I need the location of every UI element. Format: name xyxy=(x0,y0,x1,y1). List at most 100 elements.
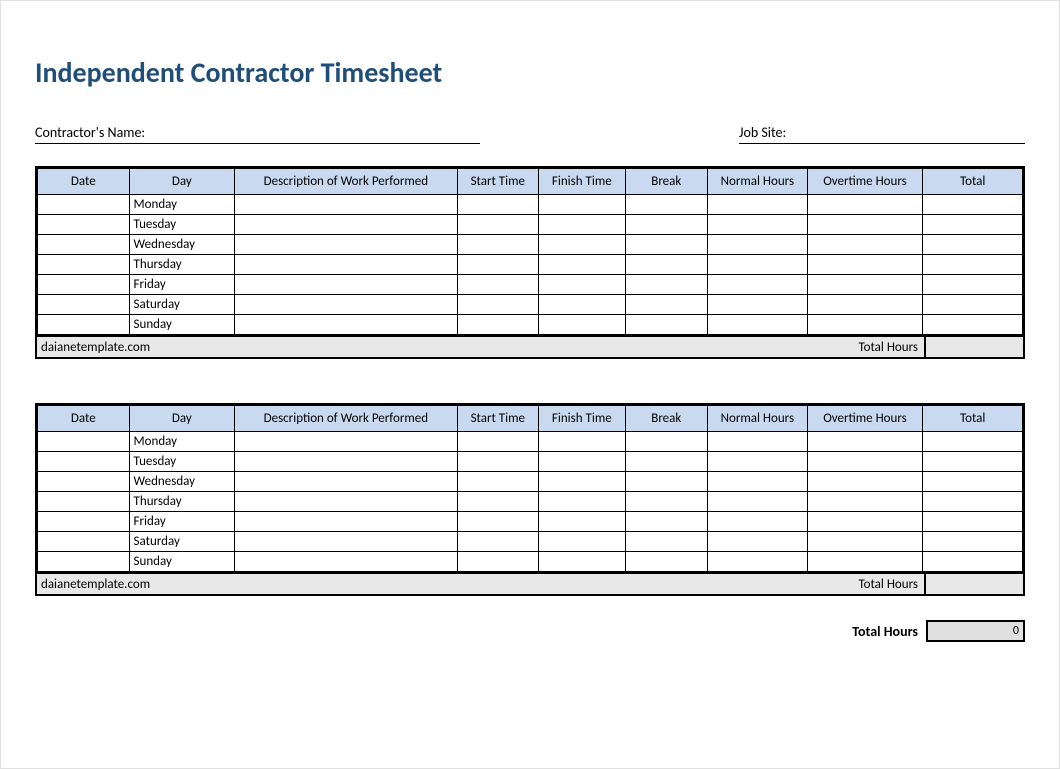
cell-total[interactable] xyxy=(923,512,1023,532)
cell-desc[interactable] xyxy=(235,195,457,215)
cell-finish[interactable] xyxy=(539,315,626,335)
cell-ot[interactable] xyxy=(807,432,923,452)
cell-break[interactable] xyxy=(625,315,708,335)
cell-start[interactable] xyxy=(457,235,538,255)
cell-normal[interactable] xyxy=(708,255,808,275)
cell-ot[interactable] xyxy=(807,315,923,335)
cell-ot[interactable] xyxy=(807,195,923,215)
cell-date[interactable] xyxy=(38,432,130,452)
cell-date[interactable] xyxy=(38,315,130,335)
cell-normal[interactable] xyxy=(708,532,808,552)
cell-ot[interactable] xyxy=(807,295,923,315)
cell-desc[interactable] xyxy=(235,492,457,512)
cell-desc[interactable] xyxy=(235,452,457,472)
cell-start[interactable] xyxy=(457,315,538,335)
cell-total[interactable] xyxy=(923,255,1023,275)
cell-date[interactable] xyxy=(38,472,130,492)
cell-finish[interactable] xyxy=(539,492,626,512)
cell-start[interactable] xyxy=(457,472,538,492)
cell-total[interactable] xyxy=(923,532,1023,552)
cell-total[interactable] xyxy=(923,295,1023,315)
cell-date[interactable] xyxy=(38,255,130,275)
cell-date[interactable] xyxy=(38,195,130,215)
cell-start[interactable] xyxy=(457,215,538,235)
cell-normal[interactable] xyxy=(708,295,808,315)
cell-break[interactable] xyxy=(625,452,708,472)
cell-total[interactable] xyxy=(923,195,1023,215)
cell-date[interactable] xyxy=(38,215,130,235)
week-2-total-box[interactable] xyxy=(924,574,1023,594)
cell-ot[interactable] xyxy=(807,472,923,492)
cell-desc[interactable] xyxy=(235,215,457,235)
cell-desc[interactable] xyxy=(235,295,457,315)
contractor-name-field[interactable]: Contractor's Name: xyxy=(35,124,480,144)
cell-finish[interactable] xyxy=(539,275,626,295)
cell-break[interactable] xyxy=(625,472,708,492)
cell-ot[interactable] xyxy=(807,452,923,472)
cell-desc[interactable] xyxy=(235,255,457,275)
cell-normal[interactable] xyxy=(708,452,808,472)
cell-date[interactable] xyxy=(38,295,130,315)
cell-start[interactable] xyxy=(457,452,538,472)
cell-total[interactable] xyxy=(923,492,1023,512)
cell-normal[interactable] xyxy=(708,492,808,512)
cell-normal[interactable] xyxy=(708,315,808,335)
cell-ot[interactable] xyxy=(807,492,923,512)
cell-normal[interactable] xyxy=(708,275,808,295)
cell-total[interactable] xyxy=(923,235,1023,255)
cell-finish[interactable] xyxy=(539,432,626,452)
cell-ot[interactable] xyxy=(807,255,923,275)
cell-break[interactable] xyxy=(625,215,708,235)
cell-finish[interactable] xyxy=(539,552,626,572)
cell-start[interactable] xyxy=(457,295,538,315)
cell-break[interactable] xyxy=(625,432,708,452)
cell-desc[interactable] xyxy=(235,235,457,255)
cell-desc[interactable] xyxy=(235,512,457,532)
cell-break[interactable] xyxy=(625,492,708,512)
cell-desc[interactable] xyxy=(235,552,457,572)
cell-ot[interactable] xyxy=(807,552,923,572)
job-site-field[interactable]: Job Site: xyxy=(739,124,1025,144)
cell-total[interactable] xyxy=(923,432,1023,452)
week-1-total-box[interactable] xyxy=(924,337,1023,357)
cell-desc[interactable] xyxy=(235,532,457,552)
cell-break[interactable] xyxy=(625,275,708,295)
cell-normal[interactable] xyxy=(708,512,808,532)
cell-break[interactable] xyxy=(625,255,708,275)
cell-break[interactable] xyxy=(625,235,708,255)
cell-date[interactable] xyxy=(38,512,130,532)
cell-finish[interactable] xyxy=(539,295,626,315)
cell-normal[interactable] xyxy=(708,195,808,215)
cell-start[interactable] xyxy=(457,432,538,452)
grand-total-box[interactable]: 0 xyxy=(926,620,1025,642)
cell-break[interactable] xyxy=(625,195,708,215)
cell-start[interactable] xyxy=(457,512,538,532)
cell-total[interactable] xyxy=(923,275,1023,295)
cell-ot[interactable] xyxy=(807,532,923,552)
cell-finish[interactable] xyxy=(539,452,626,472)
cell-finish[interactable] xyxy=(539,472,626,492)
cell-desc[interactable] xyxy=(235,432,457,452)
cell-ot[interactable] xyxy=(807,235,923,255)
cell-finish[interactable] xyxy=(539,255,626,275)
cell-start[interactable] xyxy=(457,492,538,512)
cell-start[interactable] xyxy=(457,195,538,215)
cell-normal[interactable] xyxy=(708,472,808,492)
cell-date[interactable] xyxy=(38,552,130,572)
cell-finish[interactable] xyxy=(539,512,626,532)
cell-date[interactable] xyxy=(38,492,130,512)
cell-finish[interactable] xyxy=(539,215,626,235)
cell-total[interactable] xyxy=(923,552,1023,572)
cell-total[interactable] xyxy=(923,315,1023,335)
cell-date[interactable] xyxy=(38,235,130,255)
cell-normal[interactable] xyxy=(708,235,808,255)
cell-break[interactable] xyxy=(625,512,708,532)
cell-ot[interactable] xyxy=(807,215,923,235)
cell-break[interactable] xyxy=(625,295,708,315)
cell-start[interactable] xyxy=(457,275,538,295)
cell-finish[interactable] xyxy=(539,195,626,215)
cell-finish[interactable] xyxy=(539,235,626,255)
cell-date[interactable] xyxy=(38,275,130,295)
cell-start[interactable] xyxy=(457,255,538,275)
cell-normal[interactable] xyxy=(708,432,808,452)
